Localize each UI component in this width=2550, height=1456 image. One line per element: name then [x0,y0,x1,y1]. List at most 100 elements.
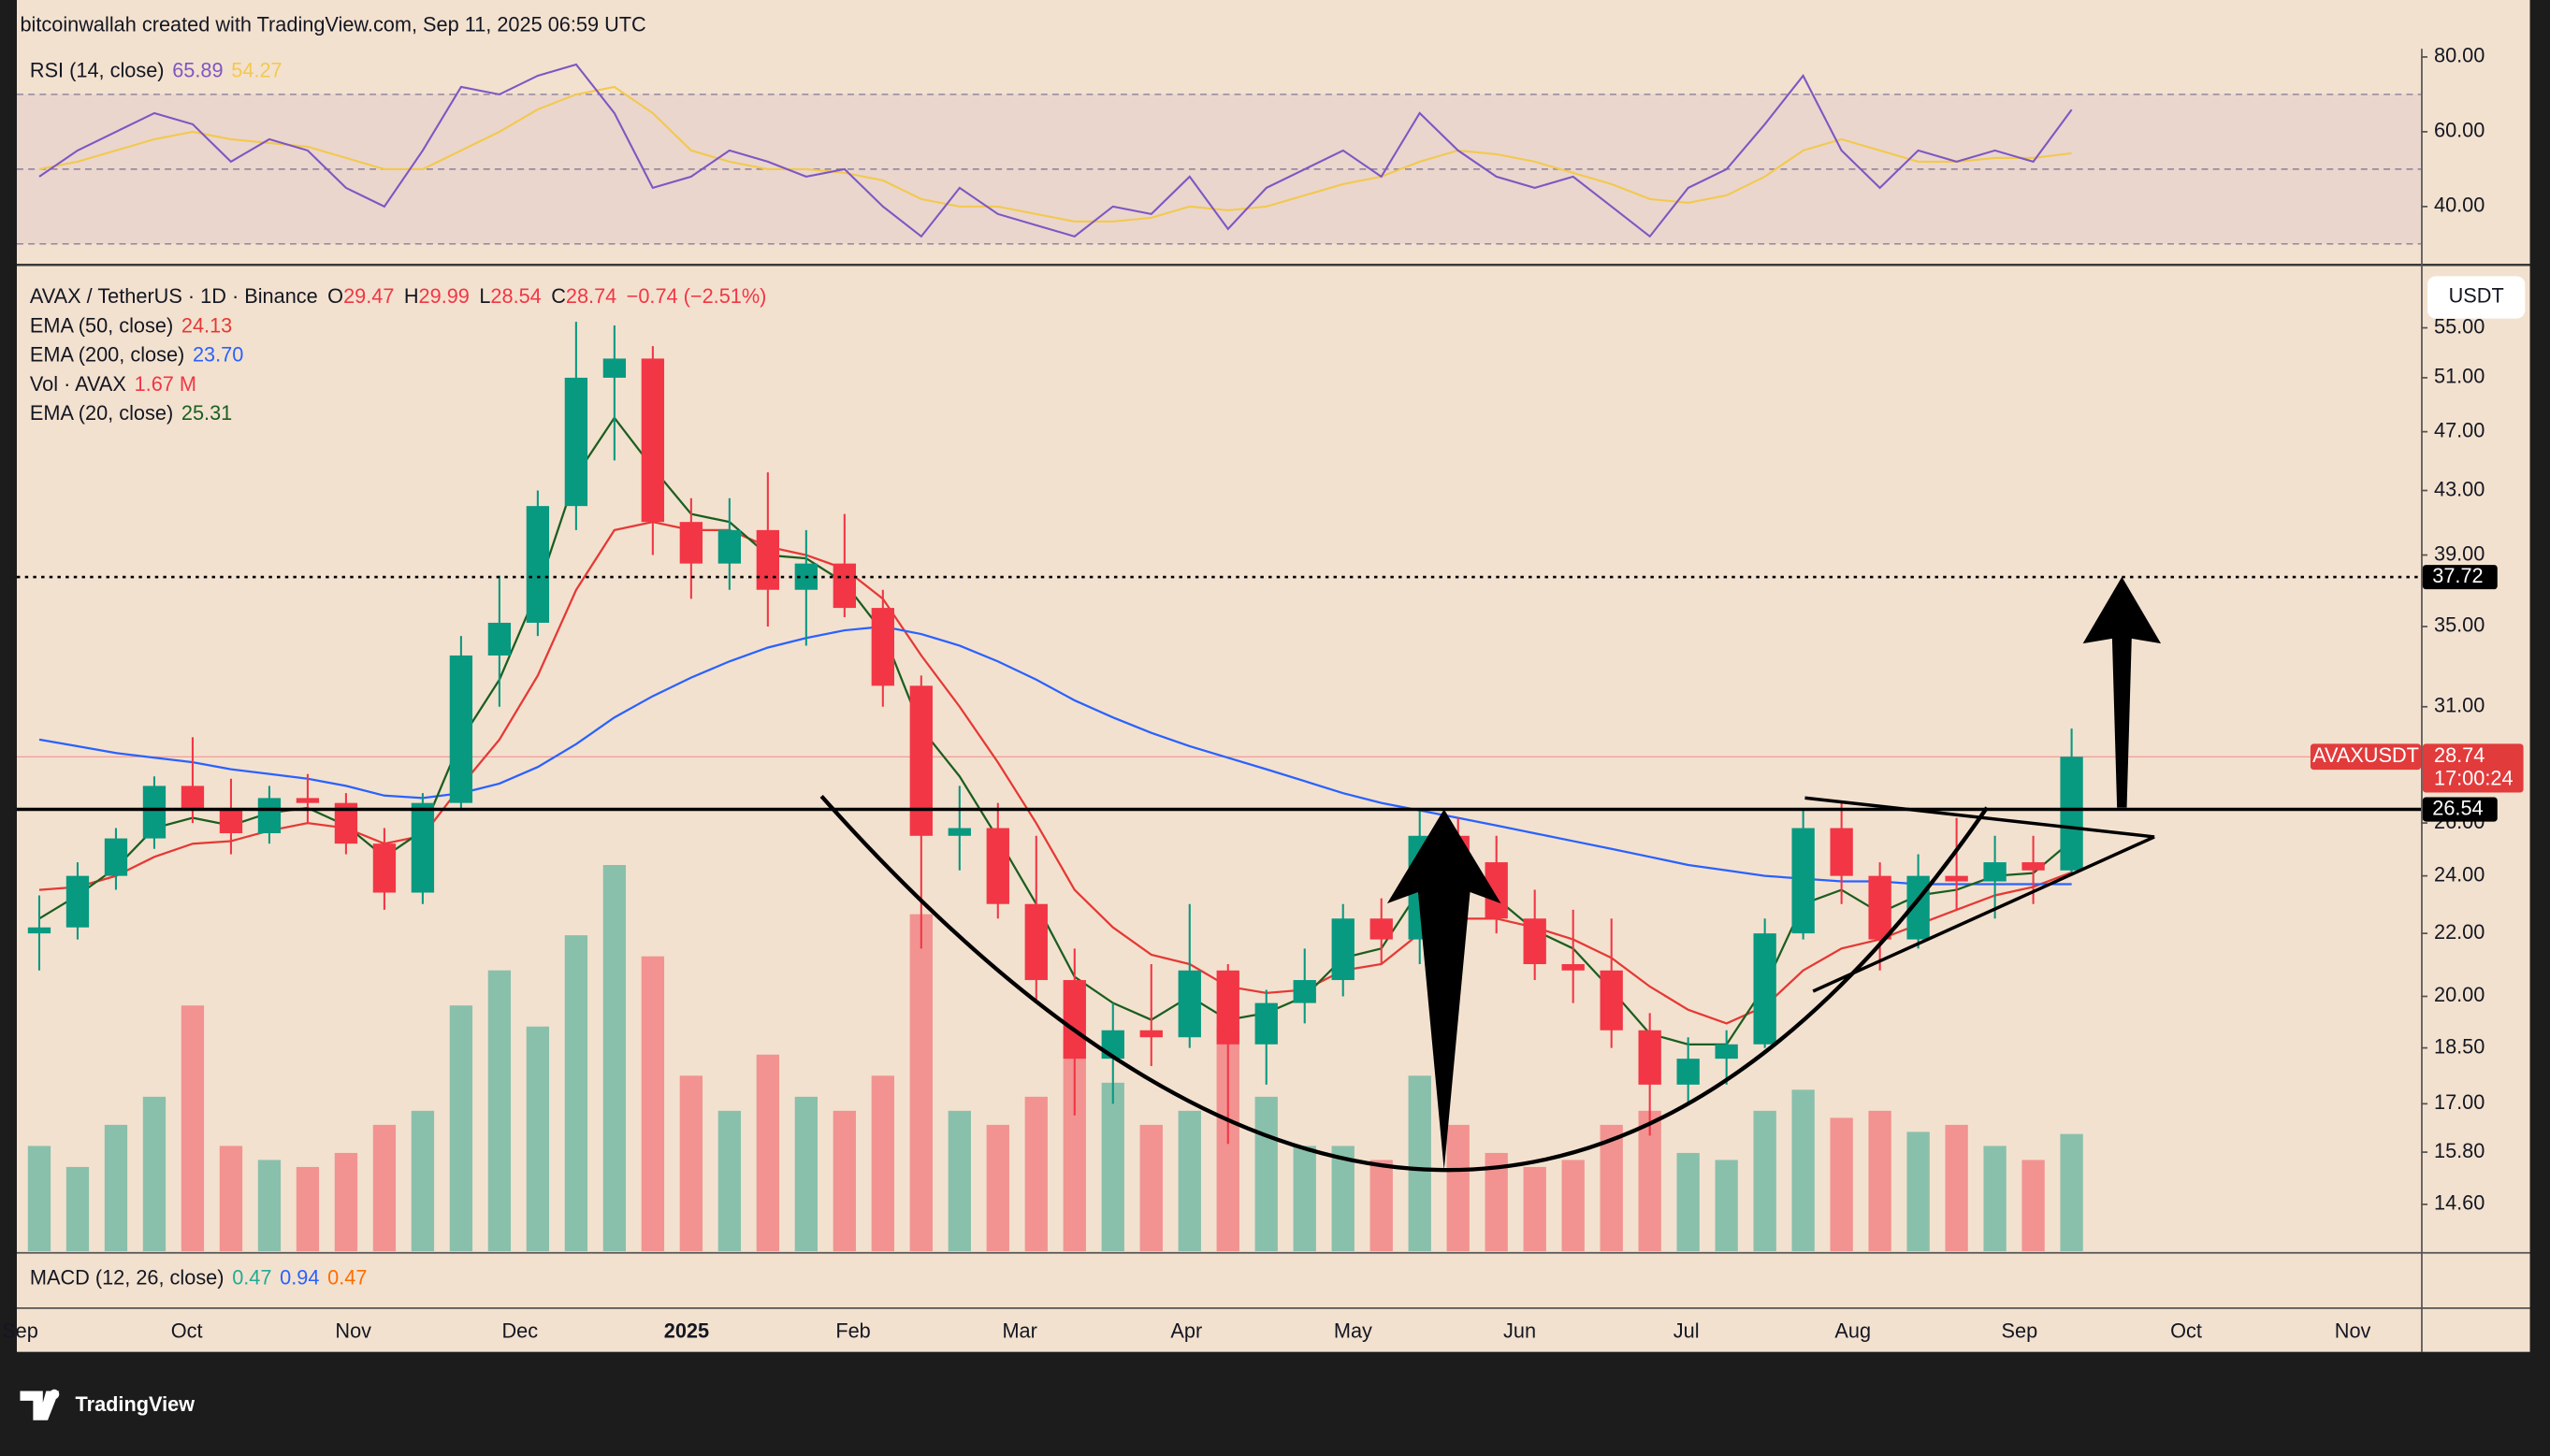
volume-bar [2021,1160,2045,1252]
volume-bar [526,1026,550,1252]
volume-bar [334,1152,358,1252]
volume-bar [1753,1110,1776,1252]
y-tick-label: 55.00 [2434,314,2485,338]
volume-bar [1446,1124,1470,1252]
volume-bar [2060,1133,2083,1252]
volume-bar [756,1054,780,1252]
x-tick-label: Jun [1503,1319,1536,1343]
candle-body [257,798,282,834]
volume-bar [372,1124,397,1252]
candle-body [1561,964,1585,971]
candle-body [871,608,894,686]
symbol-title: AVAX / TetherUS · 1D · Binance [30,284,318,308]
y-tick-label: 15.80 [2434,1139,2485,1162]
y-tick-label: 17.00 [2434,1090,2485,1114]
candle-body [1024,903,1048,981]
countdown-label: 17:00:24 [2434,766,2514,789]
volume-bar [986,1124,1009,1252]
volume-bar [1024,1096,1048,1252]
ohlc-value: 29.47 [343,284,394,308]
x-tick-label: Dec [502,1319,539,1343]
volume-bar [717,1110,742,1252]
volume-bar [871,1075,894,1252]
price-level-tag [2422,797,2498,822]
x-tick-label: Apr [1170,1319,1202,1343]
candle-body [1600,970,1623,1031]
y-tick-label: 31.00 [2434,694,2485,717]
candle-body [27,927,51,934]
volume-bar [1369,1160,1393,1252]
ohlc-key: L [479,284,490,308]
volume-bar [1178,1110,1201,1252]
ohlc-value: 28.74 [566,284,616,308]
legend-entry: Vol · AVAX 1.67 M [30,372,196,396]
y-tick-label: 14.60 [2434,1191,2485,1215]
candle-body [2060,757,2083,871]
candle-body [449,655,473,803]
ohlc-key: H [404,284,419,308]
legend-name: EMA (20, close) [30,401,173,425]
volume-bar [1408,1075,1431,1252]
legend-value: 24.13 [181,313,232,337]
volume-bar [1868,1110,1891,1252]
candle-body [1216,970,1239,1045]
y-tick-label: 80.00 [2434,44,2485,67]
candle-body [1983,862,2007,882]
legend-name: EMA (50, close) [30,313,173,337]
y-tick-label: 18.50 [2434,1034,2485,1058]
candle-body [602,358,627,378]
last-price-tag [2422,743,2524,793]
candle-body [833,563,856,609]
x-tick-label: Nov [2335,1319,2371,1343]
candle-body [1254,1002,1278,1045]
legend-entry: EMA (200, close) 23.70 [30,342,243,366]
legend-name: Vol · AVAX [30,372,127,396]
x-tick-label: Oct [171,1319,203,1343]
y-tick-label: 51.00 [2434,365,2485,388]
candle-body [1293,980,1316,1003]
volume-bar [1906,1132,1930,1252]
candle-body [641,358,665,523]
y-tick-label: 43.00 [2434,477,2485,500]
y-tick-label: 40.00 [2434,194,2485,217]
y-tick-label: 60.00 [2434,119,2485,142]
volume-bar [1293,1146,1316,1252]
x-tick-label: Oct [2170,1319,2202,1343]
ema-line [38,521,2073,1025]
candle-body [219,807,243,834]
volume-bar [1561,1160,1585,1252]
legend-entry: EMA (20, close) 25.31 [30,401,232,425]
legend-value: 0.94 [280,1265,319,1289]
candle-body [1369,918,1393,940]
legend-value: 0.47 [232,1265,271,1289]
x-tick-label: Jul [1673,1319,1700,1343]
candle-body [1791,828,1815,934]
drawings [819,576,2162,1173]
y-tick-label: 47.00 [2434,418,2485,441]
volume-bar [909,914,933,1252]
legend-value: 0.47 [327,1265,367,1289]
volume-bar [487,970,512,1252]
currency-label[interactable]: USDT [2449,284,2504,308]
candle-body [181,786,205,808]
ohlc-value: 29.99 [419,284,470,308]
candle-body [1523,918,1546,965]
legend-value: 65.89 [172,58,223,81]
last-price-label: 28.74 [2434,743,2485,767]
volume-bar [1101,1082,1124,1252]
candle-body [1178,970,1201,1038]
x-tick-label: May [1334,1319,1372,1343]
candle-body [2021,862,2045,871]
volume-bar [794,1096,818,1252]
currency-button[interactable] [2427,276,2526,319]
candle-body [1063,980,1086,1060]
down-arrow [1386,809,1501,1171]
volume-bar [181,1005,205,1252]
x-tick-label: Aug [1834,1319,1871,1343]
up-arrow [2082,576,2162,808]
ema-line [38,625,2072,886]
candle-body [986,828,1009,904]
volume-bar [1945,1124,1968,1252]
